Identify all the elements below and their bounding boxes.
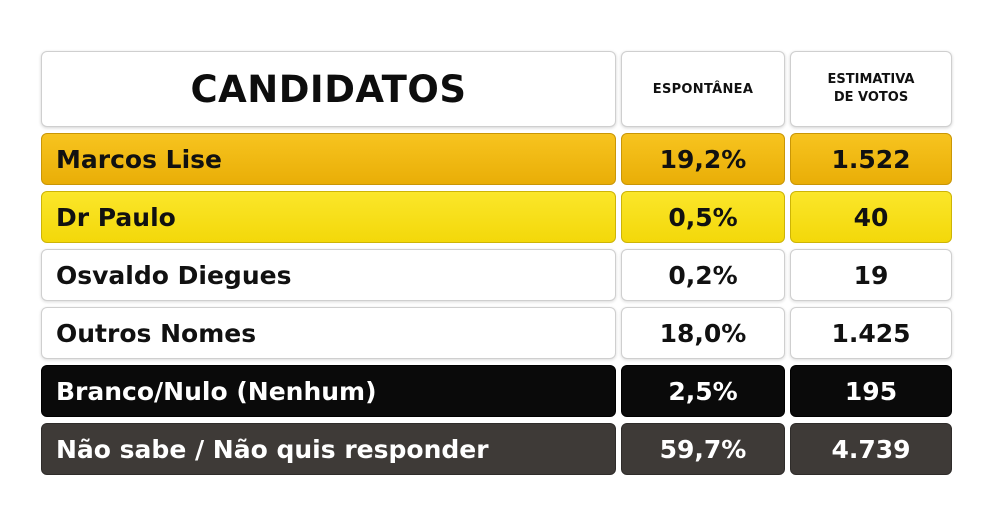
votos-value: 19 xyxy=(790,249,952,301)
table-row: Marcos Lise 19,2% 1.522 xyxy=(41,133,952,185)
header-candidatos: CANDIDATOS xyxy=(41,51,616,127)
espontanea-value: 0,2% xyxy=(621,249,785,301)
espontanea-value: 2,5% xyxy=(621,365,785,417)
votos-value: 195 xyxy=(790,365,952,417)
header-row: CANDIDATOS ESPONTÂNEA ESTIMATIVA DE VOTO… xyxy=(41,51,952,127)
table-row: Osvaldo Diegues 0,2% 19 xyxy=(41,249,952,301)
candidate-name: Não sabe / Não quis responder xyxy=(41,423,616,475)
votos-value: 4.739 xyxy=(790,423,952,475)
header-estimativa-line1: ESTIMATIVA xyxy=(827,72,915,87)
table-row: Outros Nomes 18,0% 1.425 xyxy=(41,307,952,359)
header-estimativa-line2: DE VOTOS xyxy=(833,90,909,105)
table-row: Branco/Nulo (Nenhum) 2,5% 195 xyxy=(41,365,952,417)
table-row: Dr Paulo 0,5% 40 xyxy=(41,191,952,243)
votos-value: 1.522 xyxy=(790,133,952,185)
candidate-name: Dr Paulo xyxy=(41,191,616,243)
candidate-name: Marcos Lise xyxy=(41,133,616,185)
candidate-name: Osvaldo Diegues xyxy=(41,249,616,301)
votos-value: 1.425 xyxy=(790,307,952,359)
espontanea-value: 59,7% xyxy=(621,423,785,475)
candidate-name: Outros Nomes xyxy=(41,307,616,359)
candidate-name: Branco/Nulo (Nenhum) xyxy=(41,365,616,417)
espontanea-value: 0,5% xyxy=(621,191,785,243)
header-espontanea: ESPONTÂNEA xyxy=(621,51,785,127)
table-row: Não sabe / Não quis responder 59,7% 4.73… xyxy=(41,423,952,475)
espontanea-value: 18,0% xyxy=(621,307,785,359)
votos-value: 40 xyxy=(790,191,952,243)
espontanea-value: 19,2% xyxy=(621,133,785,185)
header-estimativa: ESTIMATIVA DE VOTOS xyxy=(790,51,952,127)
